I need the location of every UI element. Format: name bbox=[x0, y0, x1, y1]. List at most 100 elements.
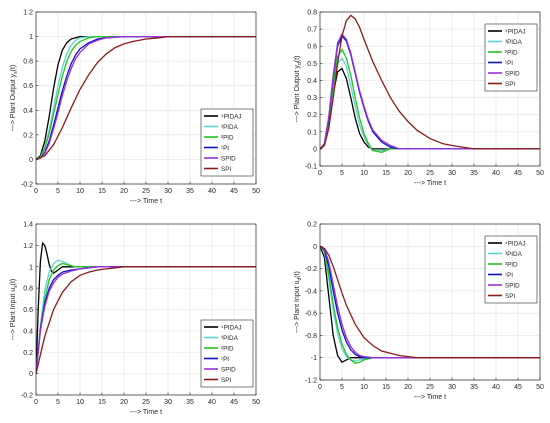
x-tick-label: 10 bbox=[360, 384, 368, 391]
y-tick-label: 0.4 bbox=[23, 328, 33, 335]
y-tick-label: 0.2 bbox=[307, 112, 317, 119]
legend-label: ¹PI bbox=[221, 356, 229, 363]
x-tick-label: 50 bbox=[536, 384, 544, 391]
x-tick-label: 40 bbox=[208, 399, 216, 406]
legend-label: SPID bbox=[505, 70, 520, 77]
x-tick-label: 40 bbox=[492, 170, 500, 177]
series-line bbox=[320, 245, 540, 359]
series-line bbox=[36, 266, 256, 374]
legend-label: ¹PI bbox=[221, 145, 229, 152]
x-tick-label: 5 bbox=[340, 384, 344, 391]
x-tick-label: 10 bbox=[360, 170, 368, 177]
legend-label: ²PID bbox=[505, 261, 518, 268]
x-tick-label: 40 bbox=[492, 384, 500, 391]
x-axis-label: ---> Time t bbox=[130, 198, 162, 205]
x-tick-label: 45 bbox=[230, 399, 238, 406]
y-tick-label: -0.2 bbox=[305, 266, 317, 273]
legend-label: SPI bbox=[221, 377, 231, 384]
y-tick-label: 0.8 bbox=[23, 59, 33, 66]
legend-box bbox=[484, 235, 538, 304]
y-axis-label: ---> Plant Output ys(t) bbox=[10, 65, 19, 132]
legend: ⁴PIDAJ ³PIDA ²PID ¹PI SPID SPI bbox=[200, 108, 254, 177]
legend-label: SPID bbox=[221, 155, 236, 162]
x-tick-label: 5 bbox=[340, 170, 344, 177]
legend-label: ⁴PIDAJ bbox=[505, 240, 526, 247]
legend-label: ¹PI bbox=[505, 60, 513, 67]
y-tick-label: 0 bbox=[313, 244, 317, 251]
y-tick-label: 0.4 bbox=[307, 78, 317, 85]
y-tick-label: -0.8 bbox=[305, 333, 317, 340]
y-tick-label: 0.4 bbox=[23, 108, 33, 115]
y-tick-label: -0.4 bbox=[305, 288, 317, 295]
y-tick-label: 1.2 bbox=[23, 243, 33, 250]
x-tick-label: 15 bbox=[98, 188, 106, 195]
y-tick-label: 0 bbox=[29, 371, 33, 378]
x-tick-label: 20 bbox=[404, 384, 412, 391]
legend: ⁴PIDAJ ³PIDA ²PID ¹PI SPID SPI bbox=[484, 235, 538, 304]
x-tick-label: 20 bbox=[120, 188, 128, 195]
legend-label: ⁴PIDAJ bbox=[505, 28, 526, 35]
x-tick-label: 15 bbox=[382, 384, 390, 391]
x-tick-label: 30 bbox=[164, 188, 172, 195]
y-tick-label: 1.4 bbox=[23, 222, 33, 229]
series-line bbox=[36, 266, 256, 374]
y-tick-label: 0.2 bbox=[307, 222, 317, 229]
y-tick-label: 0.5 bbox=[307, 61, 317, 68]
series-line bbox=[36, 35, 256, 161]
x-tick-label: 25 bbox=[426, 384, 434, 391]
x-tick-label: 10 bbox=[76, 399, 84, 406]
x-tick-label: 25 bbox=[426, 170, 434, 177]
y-tick-label: 0.1 bbox=[307, 129, 317, 136]
legend-box bbox=[200, 108, 254, 177]
legend-label: ²PID bbox=[505, 49, 518, 56]
chart-panel-bottom-right: 0 5 10 15 20 25 30 35 40 45 50 -1.2 -1 -0.8 -0.6 -0.4 -0… bbox=[294, 222, 544, 402]
y-tick-label: 0.8 bbox=[23, 286, 33, 293]
y-tick-label: 1 bbox=[29, 34, 33, 41]
legend-label: SPID bbox=[505, 282, 520, 289]
x-tick-label: 25 bbox=[142, 399, 150, 406]
series-line bbox=[320, 245, 540, 359]
legend-label: ⁴PIDAJ bbox=[221, 324, 242, 331]
legend-label: SPI bbox=[505, 293, 515, 300]
x-tick-label: 20 bbox=[404, 170, 412, 177]
x-tick-label: 5 bbox=[56, 399, 60, 406]
legend-label: SPI bbox=[221, 166, 231, 173]
y-tick-label: 0.7 bbox=[307, 27, 317, 34]
y-tick-label: 0.6 bbox=[23, 83, 33, 90]
legend-label: ²PID bbox=[221, 345, 234, 352]
y-tick-label: 0 bbox=[313, 146, 317, 153]
y-tick-label: -0.2 bbox=[21, 182, 33, 189]
y-tick-label: -0.2 bbox=[21, 393, 33, 400]
x-tick-label: 50 bbox=[252, 188, 260, 195]
y-tick-label: 0.6 bbox=[307, 44, 317, 51]
x-tick-label: 0 bbox=[318, 384, 322, 391]
x-tick-label: 45 bbox=[230, 188, 238, 195]
legend-label: ⁴PIDAJ bbox=[221, 113, 242, 120]
y-tick-label: -0.6 bbox=[305, 311, 317, 318]
legend-box bbox=[200, 319, 254, 388]
x-tick-label: 40 bbox=[208, 188, 216, 195]
series-line bbox=[36, 262, 256, 374]
y-tick-label: -0.1 bbox=[305, 164, 317, 171]
y-tick-label: -1 bbox=[311, 355, 317, 362]
x-tick-label: 15 bbox=[382, 170, 390, 177]
x-tick-label: 50 bbox=[252, 399, 260, 406]
y-tick-label: 0.2 bbox=[23, 350, 33, 357]
legend: ⁴PIDAJ ³PIDA ²PID ¹PI SPID SPI bbox=[484, 23, 538, 92]
y-tick-label: 0.3 bbox=[307, 95, 317, 102]
x-axis-label: ---> Time t bbox=[414, 394, 446, 401]
legend-label: ³PIDA bbox=[221, 335, 239, 342]
y-axis-label: ---> Plant Input ud(t) bbox=[294, 271, 303, 333]
legend-label: ³PIDA bbox=[505, 39, 523, 46]
legend-label: ³PIDA bbox=[221, 124, 239, 131]
y-axis-label: ---> Plant Output yd(t) bbox=[294, 56, 303, 123]
x-tick-label: 20 bbox=[120, 399, 128, 406]
x-tick-label: 10 bbox=[76, 188, 84, 195]
chart-panel-top-right: 0 5 10 15 20 25 30 35 40 45 50-0.100.10.20.30.40.5… bbox=[294, 10, 544, 188]
x-tick-label: 50 bbox=[536, 170, 544, 177]
y-tick-label: 0 bbox=[29, 157, 33, 164]
x-tick-label: 35 bbox=[186, 399, 194, 406]
series-line bbox=[36, 241, 256, 374]
y-tick-label: -1.2 bbox=[305, 378, 317, 385]
y-tick-label: 0.2 bbox=[23, 132, 33, 139]
